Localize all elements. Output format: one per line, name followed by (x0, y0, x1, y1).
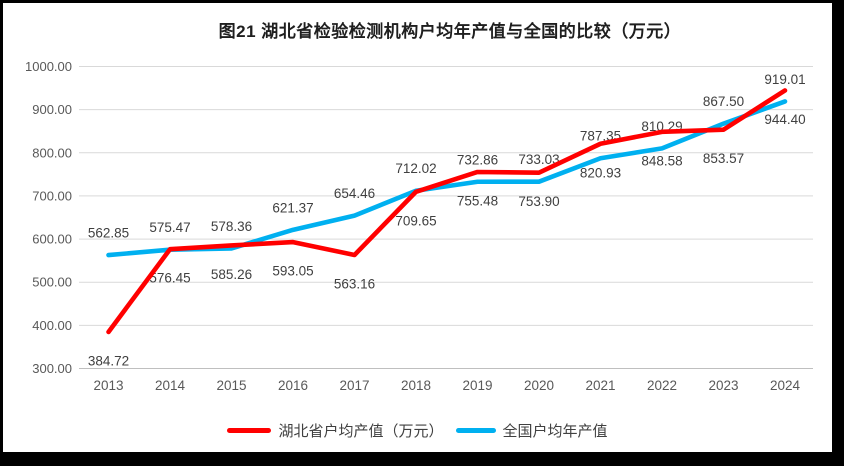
data-label-national: 575.47 (149, 220, 190, 235)
y-tick-label: 500.00 (32, 275, 72, 290)
data-label-hubei: 853.57 (703, 151, 744, 166)
data-label-hubei: 709.65 (395, 213, 436, 228)
y-tick-label: 800.00 (32, 145, 72, 160)
x-tick-label: 2020 (524, 378, 554, 393)
data-label-national: 712.02 (395, 161, 436, 176)
chart-plot: 1000.00 900.00 800.00 700.00 600.00 500.00 400… (25, 59, 813, 393)
legend-line-swatch-national (455, 428, 496, 433)
x-tick-label: 2021 (585, 378, 615, 393)
x-tick-label: 2015 (216, 378, 246, 393)
y-tick-label: 900.00 (32, 102, 72, 117)
series-line-national (106, 99, 788, 258)
data-label-national: 733.03 (518, 152, 559, 167)
data-label-hubei: 576.45 (149, 271, 190, 286)
data-label-hubei: 593.05 (272, 264, 313, 279)
data-label-hubei: 755.48 (457, 193, 498, 208)
data-label-hubei: 848.58 (641, 153, 682, 168)
data-label-national: 621.37 (272, 200, 313, 215)
legend-line-swatch-hubei (227, 428, 272, 433)
x-tick-label: 2024 (770, 378, 801, 393)
x-tick-label: 2013 (93, 378, 123, 393)
data-label-hubei: 563.16 (334, 276, 375, 291)
data-label-hubei: 753.90 (518, 194, 559, 209)
y-tick-label: 400.00 (32, 318, 72, 333)
data-label-national: 732.86 (457, 152, 498, 167)
data-label-national: 867.50 (703, 94, 744, 109)
data-label-national: 578.36 (211, 219, 252, 234)
data-label-hubei: 944.40 (764, 112, 805, 127)
series-line-hubei (106, 88, 788, 335)
x-tick-label: 2016 (278, 378, 308, 393)
data-label-national: 654.46 (334, 186, 375, 201)
x-tick-label: 2023 (708, 378, 738, 393)
data-label-national: 562.85 (88, 226, 129, 241)
x-tick-label: 2014 (155, 378, 186, 393)
data-label-hubei: 384.72 (88, 353, 129, 368)
y-tick-label: 300.00 (32, 361, 72, 376)
x-tick-label: 2018 (401, 378, 431, 393)
y-tick-label: 600.00 (32, 232, 72, 247)
data-label-hubei: 585.26 (211, 267, 252, 282)
legend-label-national: 全国户均年产值 (502, 423, 608, 440)
legend-label-hubei: 湖北省户均产值（万元） (278, 423, 444, 440)
x-tick-label: 2019 (462, 378, 492, 393)
legend-item-hubei: 湖北省户均产值（万元） (227, 420, 444, 441)
chart-legend: 湖北省户均产值（万元） 全国户均年产值 (3, 420, 832, 441)
y-tick-label: 700.00 (32, 188, 72, 203)
x-tick-label: 2022 (647, 378, 677, 393)
data-label-hubei: 820.93 (580, 165, 621, 180)
x-tick-label: 2017 (339, 378, 369, 393)
y-tick-label: 1000.00 (25, 59, 72, 74)
data-label-national: 919.01 (764, 72, 805, 87)
legend-item-national: 全国户均年产值 (455, 420, 608, 441)
chart-title: 图21 湖北省检验检测机构户均年产值与全国的比较（万元） (218, 22, 682, 41)
